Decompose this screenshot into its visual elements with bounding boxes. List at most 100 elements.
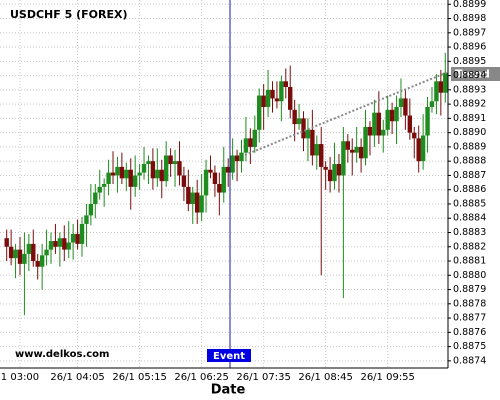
x-tick-label: 26/1 04:05	[50, 372, 104, 383]
candle-body	[8, 246, 14, 259]
candle-body	[412, 132, 417, 139]
candle-body	[376, 112, 382, 136]
trend-label-box	[451, 67, 500, 81]
y-tick-label: 0.8886	[453, 184, 486, 195]
candle-body	[31, 243, 36, 262]
y-tick-label: 0.8879	[453, 284, 486, 295]
y-tick-label: 0.8878	[453, 298, 486, 309]
candle-body	[124, 169, 129, 179]
candle-body	[398, 98, 404, 107]
candle-body	[4, 238, 9, 247]
candle-body	[292, 109, 297, 125]
candle-body	[332, 164, 337, 182]
candle-body	[221, 166, 226, 193]
chart-title: USDCHF 5 (FOREX)	[10, 8, 127, 21]
y-tick-label: 0.8892	[453, 99, 486, 110]
candle-body	[159, 169, 164, 182]
candle-body	[22, 253, 27, 264]
candle-body	[62, 238, 67, 250]
candle-body	[363, 126, 368, 159]
y-tick-label: 0.8885	[453, 198, 486, 209]
candle-body	[35, 261, 40, 267]
candle-body	[341, 141, 346, 176]
candle-body	[110, 172, 116, 176]
candle-body	[212, 172, 218, 184]
candle-body	[190, 192, 195, 204]
candle-body	[323, 166, 328, 170]
candle-body	[181, 175, 187, 187]
candle-body	[319, 144, 324, 167]
candle-body	[288, 87, 293, 110]
candle-body	[101, 184, 107, 187]
x-tick-label: 26/1 07:35	[236, 372, 290, 383]
x-tick-label: 26/1 08:45	[298, 372, 352, 383]
candle-body	[301, 118, 306, 139]
candle-body	[88, 203, 94, 216]
candle-body	[438, 81, 444, 93]
x-axis-title: Date	[211, 383, 246, 398]
candle-body	[443, 72, 448, 93]
candle-body	[155, 169, 160, 179]
candle-body	[132, 175, 138, 187]
candle-body	[345, 141, 351, 150]
y-tick-label: 0.8880	[453, 270, 486, 281]
y-tick-label: 0.8883	[453, 227, 486, 238]
candle-body	[279, 81, 284, 102]
candle-body	[93, 192, 98, 204]
candle-body	[261, 95, 266, 107]
candle-body	[194, 192, 200, 213]
candle-body	[270, 89, 275, 99]
candle-body	[53, 241, 58, 247]
candle-body	[274, 98, 280, 102]
candle-body	[429, 101, 435, 107]
candle-body	[177, 161, 182, 176]
candle-body	[199, 195, 204, 213]
candle-body	[350, 149, 355, 153]
candle-body	[243, 138, 249, 153]
candle-body	[150, 161, 156, 179]
candle-body	[75, 233, 80, 244]
candle-body	[163, 155, 169, 182]
x-tick-label: 26/1 05:15	[112, 372, 166, 383]
candle-body	[128, 169, 133, 187]
candle-body	[425, 106, 430, 136]
candle-body	[115, 166, 120, 176]
y-tick-label: 0.8890	[453, 127, 486, 138]
candle-body	[106, 172, 111, 184]
candle-body	[310, 129, 315, 156]
candle-body	[13, 249, 18, 259]
candle-body	[367, 126, 373, 136]
candle-body	[230, 155, 235, 173]
candle-body	[239, 152, 244, 162]
y-tick-label: 0.8896	[453, 42, 486, 53]
candle-body	[314, 144, 319, 156]
candle-body	[403, 98, 408, 116]
candle-body	[358, 146, 364, 159]
candle-body	[296, 118, 302, 125]
candle-body	[416, 138, 421, 162]
candle-body	[66, 242, 71, 250]
candle-body	[186, 186, 191, 204]
candle-body	[17, 249, 23, 264]
candle-body	[44, 249, 49, 256]
candle-body	[217, 184, 222, 193]
x-tick-label: 1 03:00	[1, 372, 39, 383]
candle-body	[172, 161, 178, 165]
candle-body	[407, 115, 413, 133]
candle-body	[283, 81, 288, 88]
y-tick-label: 0.8887	[453, 170, 486, 181]
candle-body	[372, 112, 377, 136]
y-tick-label: 0.8888	[453, 156, 486, 167]
trend-line	[244, 71, 449, 156]
candle-body	[327, 169, 333, 182]
watermark: www.delkos.com	[15, 349, 109, 360]
y-tick-label: 0.8899	[453, 0, 486, 10]
y-tick-label: 0.8891	[453, 113, 486, 124]
candle-body	[257, 95, 262, 130]
candle-body	[48, 241, 54, 250]
y-tick-label: 0.8889	[453, 141, 486, 152]
candle-body	[381, 129, 386, 136]
candle-body	[119, 166, 125, 179]
